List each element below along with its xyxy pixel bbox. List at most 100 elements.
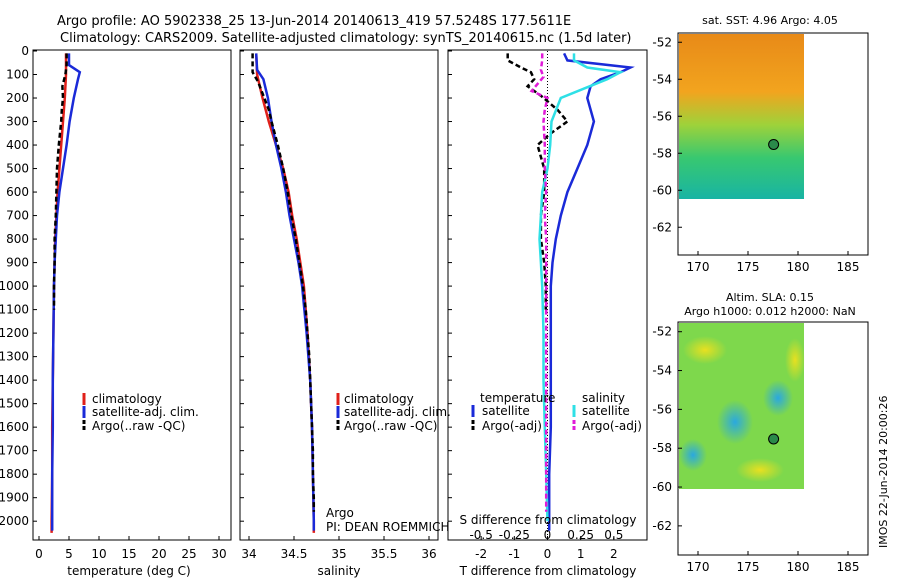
legend-label-s-satellite: satellite — [582, 404, 630, 418]
sla-map-axes: -52 -54 -56 -58 -60 -62 170 175 180 185 — [652, 325, 859, 574]
y-tick-label: 1900 — [0, 491, 29, 505]
series-line-satellite-adj-clim — [50, 53, 82, 531]
pi-annotation: PI: DEAN ROEMMICH — [326, 520, 449, 534]
series-line-argo-raw-qc — [251, 53, 316, 512]
x-tick-label: 0 — [544, 547, 552, 561]
sla-high-region-1 — [683, 336, 727, 364]
x-tick-label: 35 — [331, 547, 346, 561]
lat-tick-label: -58 — [652, 441, 672, 455]
x-tick-label: 34.5 — [281, 547, 308, 561]
legend-label-satellite: satellite-adj. clim. — [92, 405, 199, 419]
sla-low-region-2 — [679, 439, 707, 471]
x-tick-label: 36 — [421, 547, 436, 561]
x-tick-label: 1 — [577, 547, 585, 561]
series-line-climatology — [254, 53, 316, 533]
s-tick-label: 0 — [544, 528, 552, 542]
lat-tick-label: -56 — [652, 402, 672, 416]
y-tick-label: 2000 — [0, 514, 29, 528]
lon-tick-label: 170 — [687, 260, 710, 274]
s-tick-label: 0.25 — [567, 528, 594, 542]
sla-map-subtitle: Argo h1000: 0.012 h2000: NaN — [684, 305, 856, 318]
sst-map-field — [679, 34, 804, 199]
argo-position-marker — [768, 433, 780, 445]
x-tick-label: 0 — [35, 547, 43, 561]
y-tick-label: 1700 — [0, 444, 29, 458]
x-tick-label: 20 — [151, 547, 166, 561]
t-difference-xlabel: T difference from climatology — [459, 564, 637, 578]
lon-tick-label: 185 — [837, 560, 860, 574]
title-line-2: Climatology: CARS2009. Satellite-adjuste… — [60, 31, 632, 46]
legend-label-satellite: satellite-adj. clim. — [344, 405, 451, 419]
x-tick-label: 35.5 — [371, 547, 398, 561]
series-line-temperature-argo-adj — [506, 53, 570, 310]
legend-title-salinity: salinity — [582, 391, 625, 405]
series-line-salinity-argo-adj — [529, 53, 549, 512]
y-tick-label: 1800 — [0, 467, 29, 481]
sst-map-title: sat. SST: 4.96 Argo: 4.05 — [702, 14, 838, 27]
y-tick-label: 0 — [21, 44, 29, 58]
sla-high-region-2 — [736, 458, 784, 482]
sla-map-field — [679, 323, 805, 489]
series-line-temperature-satellite — [547, 52, 635, 531]
difference-legend: temperature salinity satellite Argo(-adj… — [471, 391, 642, 433]
s-tick-label: 0.5 — [604, 528, 623, 542]
x-tick-label: 15 — [121, 547, 136, 561]
legend-label-s-argo: Argo(-adj) — [582, 419, 642, 433]
lat-tick-label: -54 — [652, 72, 672, 86]
s-tick-label: -0.5 — [469, 528, 492, 542]
legend-label-t-satellite: satellite — [482, 404, 530, 418]
x-tick-label: 5 — [65, 547, 73, 561]
y-tick-label: 800 — [6, 232, 29, 246]
x-tick-label: 34 — [241, 547, 256, 561]
temperature-plot: 0100200300400500600700800900100011001200… — [0, 44, 227, 561]
lat-tick-label: -60 — [652, 183, 672, 197]
temperature-xlabel: temperature (deg C) — [67, 564, 190, 578]
x-tick-label: -1 — [508, 547, 520, 561]
imos-timestamp: IMOS 22-Jun-2014 20:00:26 — [877, 395, 890, 548]
lon-tick-label: 170 — [687, 560, 710, 574]
difference-plot: -2 -1 0 1 2 -0.5 -0.25 0 0.25 0.5 — [448, 50, 635, 561]
legend-label-argo: Argo(..raw -QC) — [344, 419, 437, 433]
salinity-legend: climatology satellite-adj. clim. Argo(..… — [336, 392, 451, 433]
legend-label-climatology: climatology — [344, 392, 414, 406]
y-tick-label: 700 — [6, 209, 29, 223]
lat-tick-label: -56 — [652, 109, 672, 123]
argo-annotation: Argo — [326, 506, 354, 520]
legend-label-climatology: climatology — [92, 392, 162, 406]
lat-tick-label: -62 — [652, 220, 672, 234]
lon-tick-label: 175 — [737, 560, 760, 574]
y-tick-label: 100 — [6, 68, 29, 82]
y-tick-label: 400 — [6, 138, 29, 152]
lat-tick-label: -62 — [652, 519, 672, 533]
y-tick-label: 1200 — [0, 326, 29, 340]
lat-tick-label: -60 — [652, 480, 672, 494]
y-tick-label: 300 — [6, 115, 29, 129]
lat-tick-label: -58 — [652, 146, 672, 160]
legend-label-argo: Argo(..raw -QC) — [92, 419, 185, 433]
sst-map-axes: -52 -54 -56 -58 -60 -62 170 175 180 185 — [652, 35, 859, 274]
s-difference-xlabel: S difference from climatology — [460, 513, 637, 527]
y-tick-label: 900 — [6, 256, 29, 270]
salinity-xlabel: salinity — [317, 564, 360, 578]
series-line-argo-raw-qc — [52, 53, 68, 310]
salinity-plot: 34 34.5 35 35.5 36 — [240, 50, 437, 561]
x-tick-label: -2 — [475, 547, 487, 561]
temperature-plot-frame — [32, 49, 232, 541]
lon-tick-label: 180 — [787, 260, 810, 274]
legend-label-t-argo: Argo(-adj) — [482, 419, 542, 433]
y-tick-label: 600 — [6, 185, 29, 199]
lat-tick-label: -54 — [652, 364, 672, 378]
y-tick-label: 1100 — [0, 303, 29, 317]
y-tick-label: 1500 — [0, 397, 29, 411]
y-tick-label: 1300 — [0, 350, 29, 364]
y-tick-label: 500 — [6, 162, 29, 176]
sla-low-region-1 — [717, 400, 753, 444]
sla-high-region-3 — [785, 338, 805, 382]
sla-map-title: Altim. SLA: 0.15 — [726, 291, 814, 304]
y-tick-label: 1400 — [0, 373, 29, 387]
y-tick-label: 200 — [6, 91, 29, 105]
temperature-legend: climatology satellite-adj. clim. Argo(..… — [82, 392, 199, 433]
s-tick-label: -0.25 — [499, 528, 530, 542]
title-line-1: Argo profile: AO 5902338_25 13-Jun-2014 … — [57, 14, 571, 29]
